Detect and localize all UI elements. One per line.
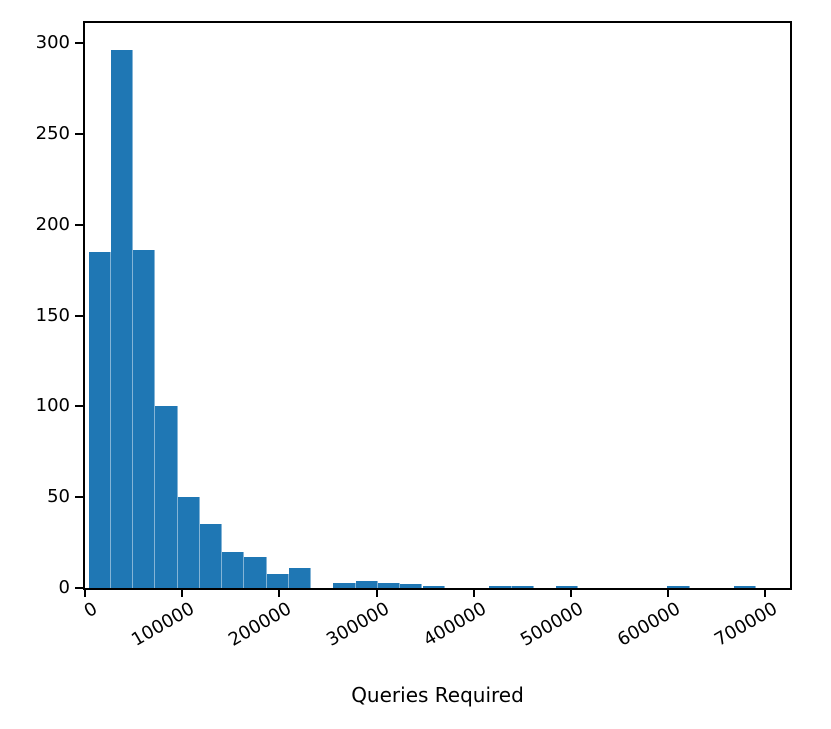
x-tick-label: 400000 <box>419 598 490 651</box>
y-tick-mark <box>75 496 83 499</box>
histogram-bar <box>667 586 690 588</box>
x-tick-label: 500000 <box>516 598 587 651</box>
histogram-bar <box>155 406 178 588</box>
x-tick-mark <box>472 590 475 597</box>
plot-area <box>83 21 792 590</box>
x-tick-mark <box>667 590 669 597</box>
x-tick-mark <box>84 590 86 597</box>
y-tick-mark <box>75 587 83 589</box>
x-tick-label: 0 <box>80 598 101 623</box>
histogram-bar <box>88 251 111 588</box>
x-tick-label: 700000 <box>711 598 782 651</box>
x-tick-label: 600000 <box>613 598 684 651</box>
histogram-bar <box>422 586 445 588</box>
histogram-bar <box>355 580 378 588</box>
y-tick-mark <box>75 223 83 226</box>
histogram-bar <box>556 586 579 588</box>
y-tick-mark <box>75 132 83 135</box>
histogram-bar <box>110 50 134 588</box>
x-tick-label: 100000 <box>128 598 199 651</box>
histogram-bar <box>222 551 245 588</box>
histogram-bar <box>734 586 757 588</box>
histogram-bar <box>333 582 356 588</box>
histogram-bar <box>511 586 534 588</box>
histogram-bar <box>489 586 512 588</box>
x-tick-mark <box>181 590 184 597</box>
histogram-bar <box>378 582 401 588</box>
histogram-bar <box>400 584 423 588</box>
histogram-bar <box>288 568 312 588</box>
x-tick-mark <box>569 590 572 597</box>
histogram-bar <box>266 573 289 588</box>
histogram-bar <box>133 250 156 588</box>
y-tick-label: 100 <box>35 395 70 417</box>
histogram-bar <box>244 557 267 588</box>
y-tick-mark <box>75 314 83 317</box>
histogram-bar <box>177 497 200 588</box>
x-tick-label: 300000 <box>322 598 393 651</box>
x-tick-label: 200000 <box>225 598 296 651</box>
y-tick-label: 150 <box>35 304 70 326</box>
x-tick-mark <box>764 590 767 597</box>
y-tick-label: 300 <box>35 32 70 53</box>
histogram-bar <box>199 524 223 588</box>
y-tick-label: 50 <box>47 486 70 508</box>
y-tick-label: 0 <box>58 577 70 598</box>
y-tick-label: 200 <box>35 213 70 235</box>
x-axis-label: Queries Required <box>351 683 524 707</box>
y-tick-mark <box>75 405 83 408</box>
x-tick-mark <box>375 590 378 597</box>
y-tick-mark <box>75 42 83 44</box>
y-tick-label: 250 <box>35 122 70 144</box>
x-tick-mark <box>278 590 281 597</box>
